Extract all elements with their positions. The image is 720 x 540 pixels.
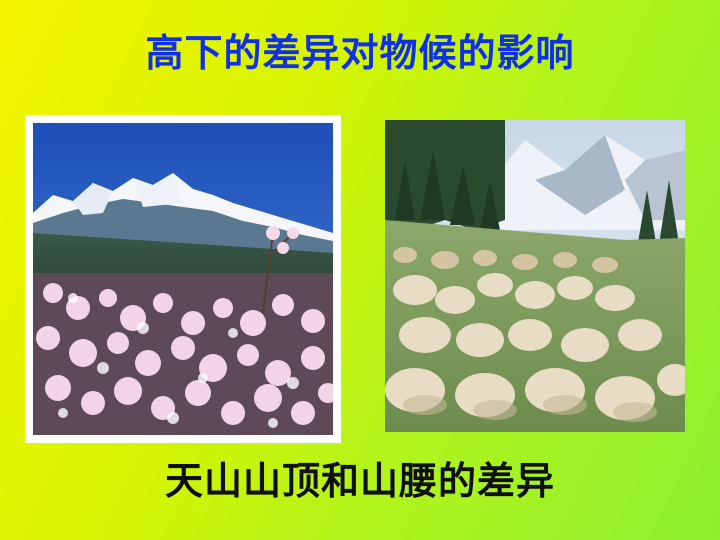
mountain-peak-photo	[25, 115, 341, 443]
sheep-meadow-image	[385, 120, 685, 432]
sheep-meadow-photo	[385, 120, 685, 432]
slide-caption: 天山山顶和山腰的差异	[164, 459, 555, 503]
slide-title: 高下的差异对物候的影响	[145, 31, 575, 75]
mountain-peak-image	[33, 123, 333, 435]
